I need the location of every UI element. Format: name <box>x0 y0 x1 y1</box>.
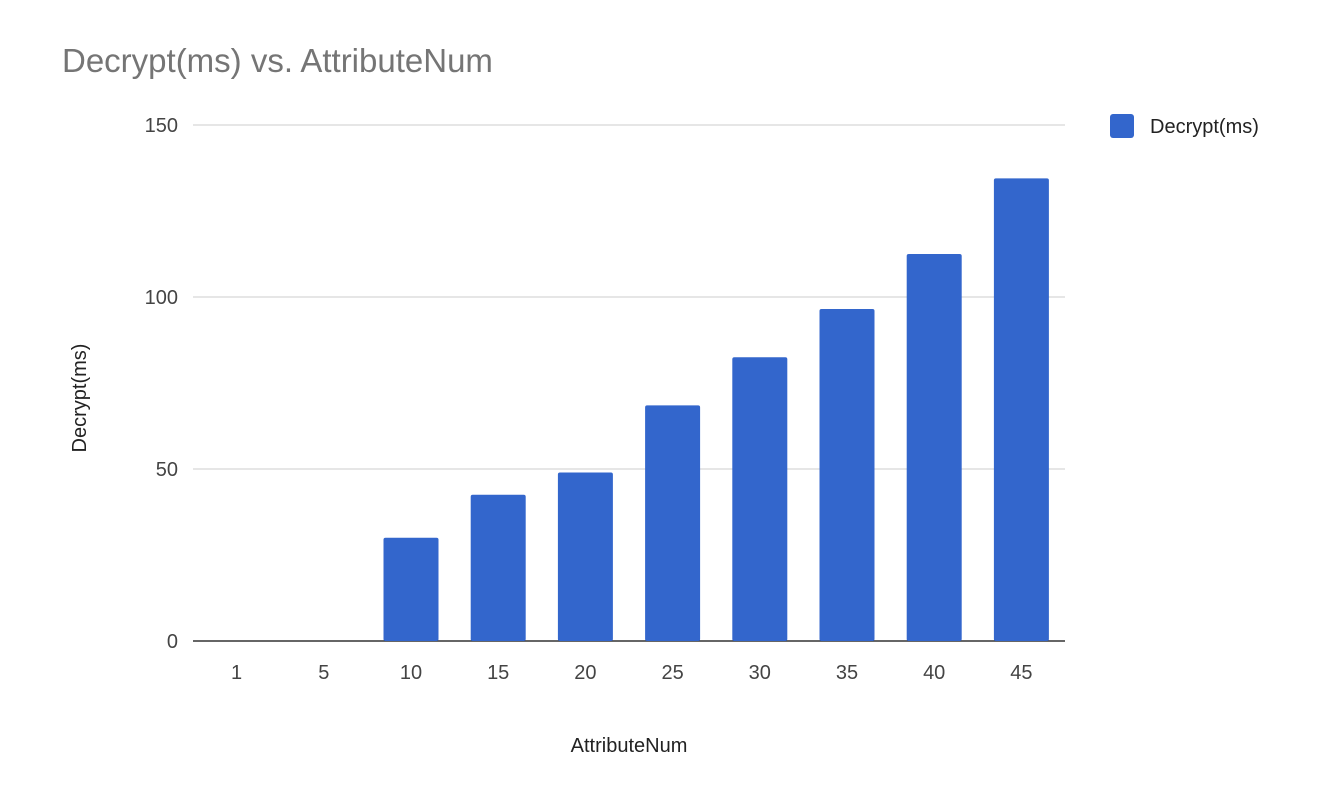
bar <box>470 494 526 641</box>
bars <box>383 178 1049 641</box>
x-tick-label: 40 <box>923 662 945 684</box>
x-tick-label: 30 <box>749 662 771 684</box>
legend: Decrypt(ms) <box>1110 114 1259 138</box>
x-axis-ticks: 1 5 10 15 20 25 30 35 40 45 <box>231 662 1032 684</box>
y-tick-label: 150 <box>145 115 178 137</box>
bar <box>645 405 701 641</box>
x-tick-label: 1 <box>231 662 242 684</box>
x-tick-label: 5 <box>318 662 329 684</box>
x-tick-label: 25 <box>661 662 683 684</box>
bar <box>819 309 875 641</box>
chart-title: Decrypt(ms) vs. AttributeNum <box>62 42 493 79</box>
legend-swatch <box>1110 114 1134 138</box>
bar <box>732 357 788 641</box>
bar <box>906 254 962 641</box>
y-tick-label: 100 <box>145 287 178 309</box>
x-tick-label: 20 <box>574 662 596 684</box>
legend-label: Decrypt(ms) <box>1150 116 1259 138</box>
x-axis-title: AttributeNum <box>571 735 688 757</box>
x-tick-label: 10 <box>400 662 422 684</box>
y-axis-title: Decrypt(ms) <box>69 344 91 453</box>
bar <box>993 178 1049 641</box>
y-tick-label: 50 <box>156 459 178 481</box>
y-axis-ticks: 0 50 100 150 <box>145 115 178 653</box>
y-tick-label: 0 <box>167 631 178 653</box>
bar <box>383 537 439 641</box>
x-tick-label: 15 <box>487 662 509 684</box>
x-tick-label: 35 <box>836 662 858 684</box>
x-tick-label: 45 <box>1010 662 1032 684</box>
bar <box>557 472 613 641</box>
